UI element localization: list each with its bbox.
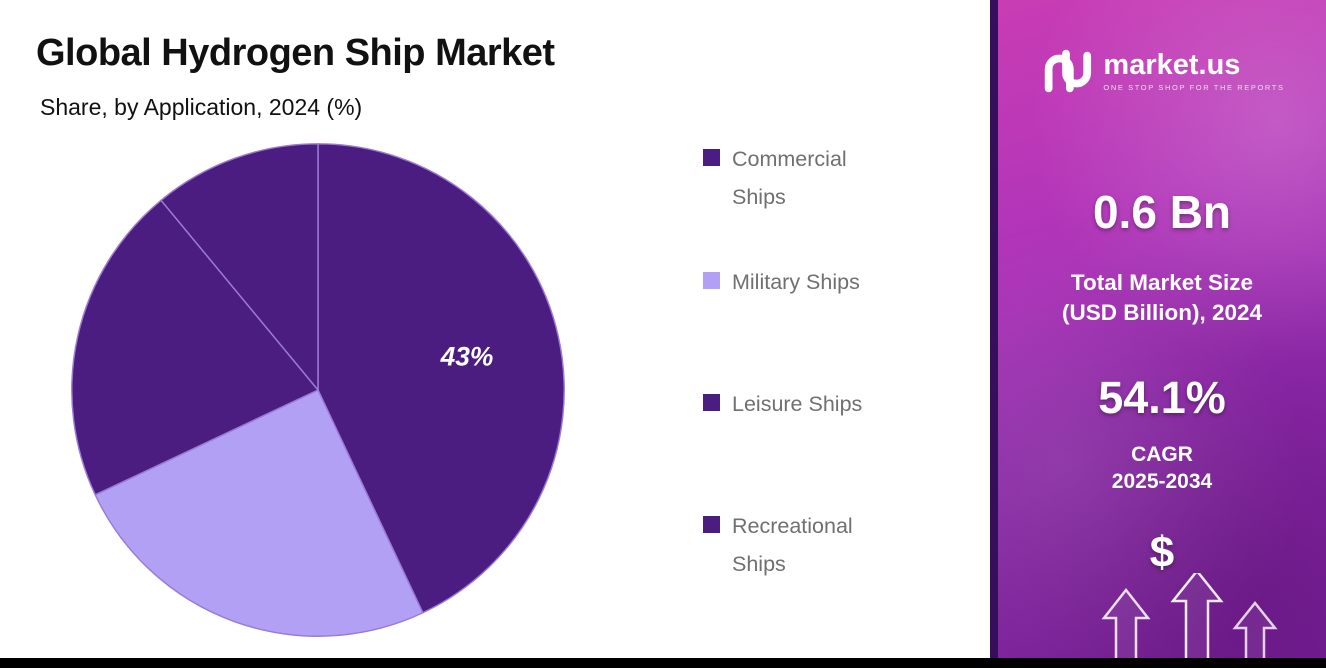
legend-swatch-icon	[703, 149, 720, 166]
logo-text: market.us ONE STOP SHOP FOR THE REPORTS	[1103, 50, 1284, 92]
pie-slice-2	[71, 199, 320, 496]
pie-chart: 43%	[64, 136, 572, 644]
market-us-logo-icon	[1045, 49, 1092, 93]
legend-item-commercial-ships: Commercial Ships	[703, 140, 897, 216]
market-size-label-line2: (USD Billion), 2024	[1061, 300, 1263, 325]
cagr-value: 54.1%	[1098, 372, 1226, 423]
pie-chart-svg: 43%	[71, 143, 565, 637]
stats-sidebar: market.us ONE STOP SHOP FOR THE REPORTS …	[990, 0, 1326, 668]
legend-item-leisure-ships: Leisure Ships	[703, 385, 862, 423]
legend-label: Recreational Ships	[732, 514, 853, 576]
stats-sidebar-content: market.us ONE STOP SHOP FOR THE REPORTS …	[998, 0, 1326, 668]
chart-subtitle: Share, by Application, 2024 (%)	[40, 94, 363, 120]
legend-item-recreational-ships: Recreational Ships	[703, 507, 897, 583]
brand-logo: market.us ONE STOP SHOP FOR THE REPORTS	[998, 44, 1326, 98]
legend-swatch-icon	[703, 516, 720, 533]
bottom-bar	[0, 658, 1326, 668]
chart-area: Global Hydrogen Ship Market Share, by Ap…	[36, 32, 903, 644]
pie-slice-0	[317, 143, 565, 614]
pie-slice-1	[94, 389, 424, 637]
legend-item-military-ships: Military Ships	[703, 263, 860, 301]
legend-label: Leisure Ships	[732, 392, 863, 416]
legend: Commercial Ships Military Ships Leisure …	[703, 140, 903, 640]
growth-arrows-icon	[1101, 573, 1278, 668]
cagr-label: CAGR	[1131, 443, 1193, 466]
legend-swatch-icon	[703, 394, 720, 411]
legend-label: Military Ships	[732, 270, 860, 294]
logo-brand-name: market.us	[1103, 49, 1241, 81]
pie-slice-3	[160, 143, 319, 393]
market-size-value: 0.6 Bn	[1092, 186, 1232, 238]
pie-data-label: 43%	[440, 341, 494, 371]
logo-tagline: ONE STOP SHOP FOR THE REPORTS	[1103, 83, 1285, 92]
cagr-period: 2025-2034	[1111, 470, 1213, 493]
page-title: Global Hydrogen Ship Market	[36, 32, 555, 74]
market-size-label-line1: Total Market Size	[1070, 270, 1254, 295]
dollar-icon: $	[1149, 528, 1175, 577]
legend-swatch-icon	[703, 272, 720, 289]
legend-label: Commercial Ships	[732, 147, 847, 209]
